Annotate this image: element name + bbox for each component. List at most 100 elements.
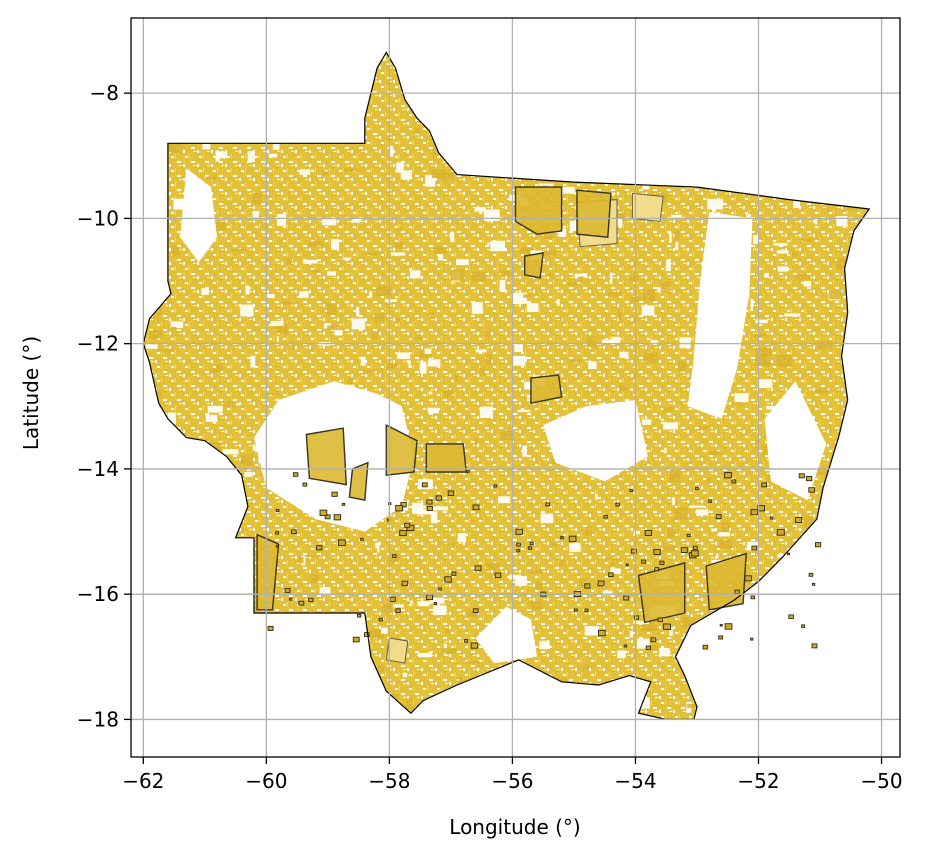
highlight-area bbox=[576, 189, 612, 238]
parcel-mark bbox=[712, 205, 716, 213]
highlight-mark bbox=[598, 629, 606, 637]
parcel-mark bbox=[331, 239, 339, 250]
highlight-mark bbox=[474, 565, 482, 572]
parcel-mark bbox=[154, 391, 162, 398]
highlight-mark bbox=[686, 533, 691, 538]
parcel-mark bbox=[610, 272, 613, 284]
highlight-mark bbox=[744, 575, 752, 582]
highlight-area bbox=[385, 423, 418, 476]
parcel-mark bbox=[273, 365, 277, 368]
parcel-mark bbox=[276, 336, 279, 342]
parcel-mark bbox=[754, 333, 765, 337]
parcel-mark bbox=[381, 627, 388, 634]
parcel-mark bbox=[773, 243, 788, 246]
parcel-mark bbox=[500, 430, 514, 440]
highlight-mark bbox=[516, 542, 521, 547]
parcel-mark bbox=[574, 273, 588, 278]
y-tick-label: −18 bbox=[77, 707, 119, 731]
parcel-mark bbox=[360, 356, 366, 366]
highlight-mark bbox=[275, 544, 279, 548]
highlight-mark bbox=[801, 624, 806, 628]
parcel-mark bbox=[500, 270, 515, 276]
highlight-area bbox=[305, 427, 348, 486]
parcel-mark bbox=[156, 349, 172, 352]
highlight-mark bbox=[463, 639, 469, 643]
parcel-mark bbox=[669, 470, 681, 482]
parcel-mark bbox=[517, 410, 531, 413]
highlight-mark bbox=[378, 617, 383, 622]
parcel-mark bbox=[650, 290, 655, 302]
parcel-mark bbox=[842, 381, 847, 386]
parcel-mark bbox=[374, 313, 385, 322]
highlight-area bbox=[524, 252, 545, 279]
parcel-mark bbox=[767, 474, 773, 484]
highlight-mark bbox=[275, 508, 280, 513]
x-tick-label: −52 bbox=[737, 769, 779, 793]
parcel-mark bbox=[299, 169, 311, 175]
parcel-mark bbox=[559, 186, 575, 194]
parcel-mark bbox=[675, 241, 679, 250]
highlight-mark bbox=[401, 580, 409, 587]
parcel-mark bbox=[524, 381, 536, 390]
parcel-mark bbox=[247, 151, 255, 162]
highlight-mark bbox=[470, 642, 479, 649]
parcel-mark bbox=[513, 292, 527, 304]
parcel-mark bbox=[607, 291, 622, 297]
parcel-mark bbox=[312, 269, 321, 273]
parcel-mark bbox=[214, 221, 226, 231]
highlight-mark bbox=[695, 487, 699, 491]
parcel-mark bbox=[457, 533, 466, 543]
parcel-mark bbox=[619, 384, 629, 391]
parcel-mark bbox=[500, 589, 504, 592]
parcel-mark bbox=[430, 511, 438, 524]
parcel-mark bbox=[474, 437, 478, 446]
highlight-mark bbox=[811, 643, 818, 649]
parcel-mark bbox=[659, 648, 670, 657]
highlight-area bbox=[514, 186, 563, 235]
parcel-mark bbox=[327, 325, 343, 331]
parcel-mark bbox=[669, 627, 673, 636]
parcel-mark bbox=[509, 574, 522, 580]
highlight-area bbox=[705, 552, 747, 611]
highlight-area bbox=[637, 561, 686, 624]
parcel-mark bbox=[636, 638, 650, 649]
highlight-mark bbox=[352, 636, 360, 643]
parcel-mark bbox=[584, 526, 593, 536]
parcel-mark bbox=[327, 271, 336, 276]
highlight-mark bbox=[641, 559, 646, 564]
parcel-mark bbox=[609, 562, 616, 567]
parcel-mark bbox=[815, 217, 818, 225]
parcel-mark bbox=[753, 757, 765, 763]
parcel-mark bbox=[170, 326, 177, 330]
parcel-mark bbox=[699, 426, 712, 430]
parcel-mark bbox=[663, 422, 679, 430]
highlight-mark bbox=[421, 482, 428, 488]
parcel-mark bbox=[326, 303, 337, 315]
parcel-mark bbox=[641, 619, 658, 631]
parcel-mark bbox=[559, 560, 566, 566]
parcel-mark bbox=[669, 232, 672, 243]
parcel-mark bbox=[664, 447, 667, 454]
parcel-mark bbox=[498, 496, 511, 504]
parcel-mark bbox=[275, 321, 281, 333]
highlight-mark bbox=[426, 499, 433, 505]
parcel-mark bbox=[566, 282, 579, 286]
parcel-mark bbox=[639, 697, 650, 709]
parcel-mark bbox=[755, 439, 758, 451]
parcel-mark bbox=[708, 451, 722, 456]
parcel-mark bbox=[737, 402, 745, 407]
parcel-mark bbox=[570, 359, 583, 363]
parcel-mark bbox=[526, 303, 539, 312]
highlight-mark bbox=[527, 546, 533, 550]
parcel-mark bbox=[487, 242, 497, 245]
parcel-mark bbox=[363, 370, 376, 373]
parcel-mark bbox=[266, 294, 275, 298]
highlight-mark bbox=[623, 595, 630, 601]
highlight-mark bbox=[814, 542, 822, 548]
parcel-mark bbox=[375, 542, 379, 549]
parcel-mark bbox=[776, 355, 793, 367]
parcel-mark bbox=[475, 349, 487, 353]
highlight-mark bbox=[360, 537, 364, 541]
highlight-mark bbox=[308, 597, 314, 603]
